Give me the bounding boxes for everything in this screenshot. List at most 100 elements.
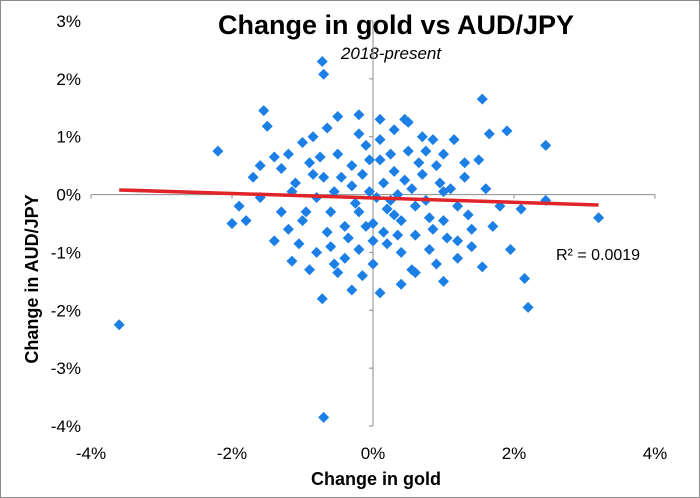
scatter-point xyxy=(515,203,527,215)
scatter-point xyxy=(388,165,400,177)
scatter-point xyxy=(430,258,442,270)
scatter-point xyxy=(346,160,358,172)
scatter-point xyxy=(297,137,308,148)
scatter-point xyxy=(321,122,333,134)
x-tick-label: 0% xyxy=(361,444,386,463)
scatter-point xyxy=(395,278,407,290)
scatter-point xyxy=(275,163,287,175)
scatter-point xyxy=(233,200,245,212)
scatter-point xyxy=(459,157,471,169)
scatter-point xyxy=(300,206,312,218)
scatter-point xyxy=(297,215,308,227)
y-tick-label: -2% xyxy=(51,301,81,320)
scatter-point xyxy=(335,171,347,183)
scatter-point xyxy=(356,270,368,282)
scatter-point xyxy=(395,215,407,227)
scatter-point xyxy=(307,131,319,143)
scatter-point xyxy=(416,131,428,143)
chart-title: Change in gold vs AUD/JPY xyxy=(218,10,574,40)
scatter-point xyxy=(381,238,393,250)
scatter-point xyxy=(360,139,372,151)
y-tick-label: 2% xyxy=(56,70,81,89)
x-axis-title: Change in gold xyxy=(311,469,441,489)
scatter-point xyxy=(282,223,294,235)
scatter-point xyxy=(540,139,552,151)
scatter-point xyxy=(346,284,358,296)
scatter-point xyxy=(363,186,375,198)
scatter-point xyxy=(307,168,319,180)
scatter-point xyxy=(441,232,453,244)
y-tick-label: 1% xyxy=(56,128,81,147)
scatter-point xyxy=(332,110,344,122)
scatter-point xyxy=(434,177,446,189)
scatter-point xyxy=(459,171,471,183)
scatter-point xyxy=(261,120,273,132)
scatter-point xyxy=(113,319,125,331)
scatter-point xyxy=(452,235,464,247)
scatter-points xyxy=(113,56,605,423)
scatter-point xyxy=(275,206,287,218)
scatter-point xyxy=(483,128,495,140)
x-tick-label: -2% xyxy=(217,444,247,463)
scatter-point xyxy=(438,215,449,227)
scatter-point xyxy=(399,113,411,125)
scatter-point xyxy=(353,109,365,121)
scatter-point xyxy=(378,177,390,189)
scatter-point xyxy=(473,154,485,166)
scatter-point xyxy=(374,154,386,166)
x-tick-labels: -4% -2% 0% 2% 4% xyxy=(76,444,667,463)
scatter-point xyxy=(430,160,442,172)
scatter-point xyxy=(304,157,316,169)
scatter-point xyxy=(316,56,328,67)
scatter-point xyxy=(346,180,358,192)
scatter-point xyxy=(427,223,439,235)
scatter-point xyxy=(420,145,432,157)
scatter-point xyxy=(423,244,435,256)
scatter-point xyxy=(311,246,323,258)
scatter-point xyxy=(353,244,365,256)
y-tick-labels: 3% 2% 1% 0% -1% -2% -3% -4% xyxy=(51,12,81,436)
scatter-point xyxy=(328,258,340,270)
scatter-point xyxy=(480,183,492,195)
scatter-point xyxy=(318,171,330,183)
scatter-point xyxy=(381,203,393,215)
scatter-point xyxy=(388,124,400,136)
scatter-point xyxy=(226,218,238,229)
scatter-point xyxy=(304,264,316,276)
scatter-point xyxy=(452,252,464,264)
scatter-point xyxy=(321,226,333,238)
scatter-point xyxy=(374,113,386,125)
scatter-point xyxy=(367,258,379,270)
scatter-point xyxy=(314,151,326,163)
scatter-point xyxy=(318,68,330,80)
scatter-point xyxy=(339,252,351,264)
scatter-point xyxy=(332,148,344,160)
scatter-point xyxy=(374,287,386,299)
scatter-point xyxy=(282,148,294,160)
y-tick-label: 0% xyxy=(56,186,81,205)
scatter-point xyxy=(356,168,368,180)
y-tick-label: -4% xyxy=(51,417,81,436)
scatter-point xyxy=(448,134,460,146)
scatter-point xyxy=(416,168,428,180)
scatter-point xyxy=(409,200,421,212)
scatter-point xyxy=(385,148,397,160)
scatter-point xyxy=(476,93,488,105)
scatter-point xyxy=(254,160,266,172)
scatter-point xyxy=(316,293,328,305)
trendline xyxy=(119,188,599,207)
scatter-point xyxy=(328,186,340,198)
scatter-point xyxy=(289,177,301,189)
scatter-point xyxy=(325,241,337,253)
scatter-point xyxy=(240,215,252,227)
scatter-point xyxy=(462,209,474,221)
scatter-point xyxy=(438,186,449,198)
y-tick-label: 3% xyxy=(56,12,81,31)
scatter-point xyxy=(286,255,298,267)
scatter-point xyxy=(212,145,224,157)
scatter-point xyxy=(342,232,354,244)
scatter-point xyxy=(349,197,361,209)
scatter-point xyxy=(360,220,372,232)
